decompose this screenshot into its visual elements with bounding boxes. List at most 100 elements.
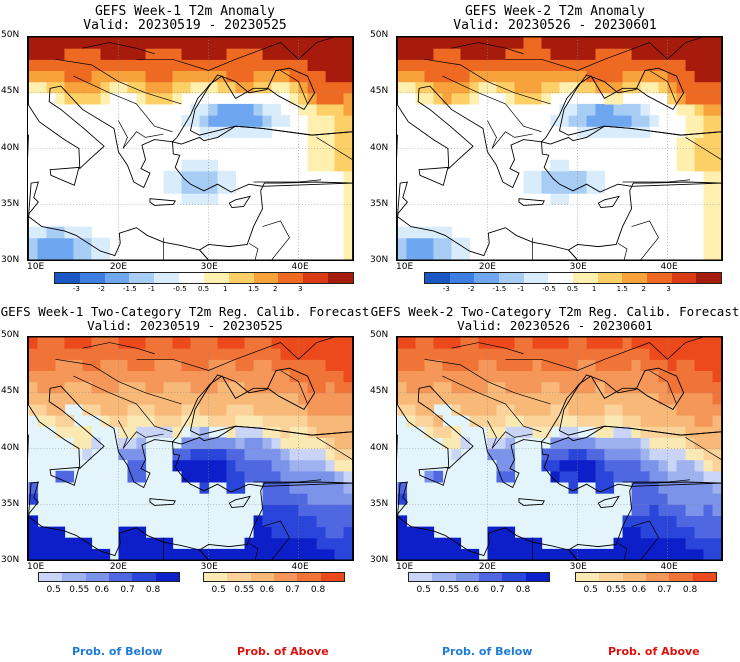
latitude-label: 30N <box>370 555 389 565</box>
anomaly-colorbar-label: 0.5 <box>198 285 210 293</box>
colorbar-swatch <box>449 273 475 283</box>
coastlines <box>28 37 353 260</box>
latitude-label: 50N <box>370 330 389 340</box>
colorbar-swatch <box>409 573 433 581</box>
latitude-label: 50N <box>370 30 389 40</box>
anomaly-colorbar-label: -1 <box>148 285 155 293</box>
prob-below-colorbar <box>408 572 550 582</box>
anomaly-colorbar <box>54 272 354 284</box>
panel-title: GEFS Week-1 T2m Anomaly <box>94 4 275 19</box>
latitude-label: 50N <box>1 330 20 340</box>
latitude-label: 45N <box>1 386 20 397</box>
longitude-label: 40E <box>291 562 309 572</box>
latitude-label: 35N <box>370 198 389 209</box>
probability-colorbar-label: 0.7 <box>657 585 672 595</box>
longitude-label: 30E <box>569 262 587 272</box>
latitude-label: 50N <box>1 30 20 40</box>
prob-below-colorbar <box>38 572 180 582</box>
probability-colorbar-label: 0.7 <box>120 585 135 595</box>
anomaly-colorbar-label: -3 <box>442 285 450 293</box>
anomaly-colorbar-label: -0.5 <box>542 285 556 293</box>
colorbar-swatch <box>573 273 598 283</box>
anomaly-colorbar-label: 1.5 <box>616 285 628 293</box>
probability-colorbar-label: 0.8 <box>515 585 531 595</box>
latitude-label: 30N <box>1 555 20 565</box>
colorbar-swatch <box>425 273 450 283</box>
panel-valid-dates: Valid: 20230519 - 20230525 <box>83 18 287 33</box>
probability-colorbar-label: 0.6 <box>259 585 275 595</box>
colorbar-swatch <box>671 273 697 283</box>
colorbar-swatch <box>455 573 479 581</box>
colorbar-swatch <box>179 273 204 283</box>
panel-title: GEFS Week-2 Two-Category T2m Reg. Calib.… <box>370 304 740 319</box>
longitude-label: 40E <box>660 262 678 272</box>
map-week1-probability <box>27 336 354 561</box>
latitude-label: 35N <box>370 498 389 509</box>
field-cells <box>397 37 722 260</box>
panel-valid-dates: Valid: 20230526 - 20230601 <box>453 18 657 33</box>
longitude-label: 20E <box>478 562 496 572</box>
colorbar-swatch <box>273 573 298 581</box>
colorbar-swatch <box>525 573 549 581</box>
colorbar-swatch <box>645 573 670 581</box>
latitude-label: 40N <box>370 142 389 153</box>
panel-valid-dates: Valid: 20230526 - 20230601 <box>457 318 653 333</box>
probability-colorbar-label: 0.55 <box>606 585 627 595</box>
coastlines <box>397 37 722 260</box>
longitude-label: 10E <box>396 562 414 572</box>
latitude-label: 45N <box>1 86 20 97</box>
longitude-label: 10E <box>27 562 45 572</box>
gridlines <box>28 337 353 560</box>
colorbar-swatch <box>502 573 526 581</box>
colorbar-swatch <box>62 573 86 581</box>
colorbar-swatch <box>39 573 63 581</box>
probability-colorbar-label: 0.7 <box>285 585 300 595</box>
colorbar-swatch <box>647 273 672 283</box>
anomaly-colorbar-label: -0.5 <box>173 285 187 293</box>
gridlines <box>397 37 722 260</box>
colorbar-swatch <box>548 273 574 283</box>
probability-colorbar-label: 0.55 <box>69 585 90 595</box>
anomaly-colorbar-label: -2 <box>467 285 475 293</box>
colorbar-swatch <box>253 273 279 283</box>
country-borders <box>55 337 353 560</box>
anomaly-colorbar-label: -3 <box>73 285 80 293</box>
colorbar-swatch <box>599 573 623 581</box>
colorbar-swatch <box>250 573 274 581</box>
panel-title: GEFS Week-2 T2m Anomaly <box>464 4 645 19</box>
probability-colorbar-label: 0.5 <box>583 585 598 595</box>
longitude-label: 10E <box>27 262 45 272</box>
colorbar-swatch <box>154 273 180 283</box>
longitude-label: 40E <box>291 262 309 272</box>
gridlines <box>397 337 722 560</box>
colorbar-swatch <box>203 273 229 283</box>
field-cells <box>28 337 353 560</box>
anomaly-colorbar-label: 1 <box>223 285 228 293</box>
longitude-label: 20E <box>109 262 127 272</box>
probability-colorbar-label: 0.55 <box>234 585 255 595</box>
map-week2-anomaly <box>396 36 723 261</box>
country-borders <box>424 337 722 560</box>
colorbar-swatch <box>129 273 155 283</box>
colorbar-swatch <box>692 573 716 581</box>
anomaly-colorbar <box>424 272 722 284</box>
country-borders <box>424 37 722 260</box>
colorbar-swatch <box>474 273 500 283</box>
probability-colorbar-label: 0.6 <box>94 585 110 595</box>
colorbar-swatch <box>55 273 80 283</box>
colorbar-swatch <box>297 573 321 581</box>
colorbar-swatch <box>278 273 304 283</box>
longitude-label: 30E <box>200 562 218 572</box>
anomaly-colorbar-label: -1 <box>517 285 525 293</box>
anomaly-colorbar-label: -1.5 <box>492 285 507 293</box>
probability-colorbar-label: 0.6 <box>631 585 647 595</box>
latitude-label: 30N <box>370 255 389 265</box>
longitude-label: 40E <box>660 562 678 572</box>
latitude-label: 35N <box>1 198 20 209</box>
probability-colorbar-label: 0.5 <box>46 585 61 595</box>
map-week1-anomaly <box>27 36 354 261</box>
colorbar-swatch <box>669 573 693 581</box>
anomaly-colorbar-label: 1.5 <box>248 285 260 293</box>
probability-colorbar-label: 0.8 <box>682 585 698 595</box>
panel-title: GEFS Week-1 Two-Category T2m Reg. Calib.… <box>0 304 370 319</box>
